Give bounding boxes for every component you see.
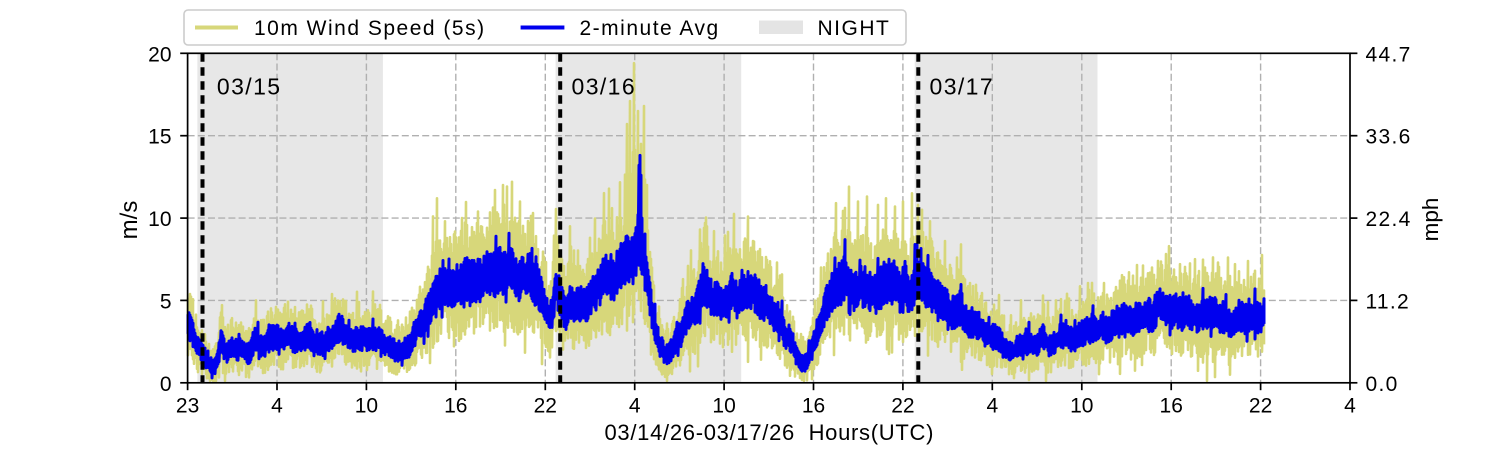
svg-text:22: 22 bbox=[534, 395, 557, 418]
svg-text:03/15: 03/15 bbox=[217, 74, 282, 100]
svg-text:03/16: 03/16 bbox=[572, 74, 637, 100]
svg-text:16: 16 bbox=[802, 395, 825, 418]
svg-text:22.4: 22.4 bbox=[1366, 208, 1412, 231]
svg-text:0.0: 0.0 bbox=[1366, 373, 1399, 396]
svg-text:4: 4 bbox=[986, 395, 998, 418]
svg-text:20: 20 bbox=[148, 43, 171, 66]
svg-text:11.2: 11.2 bbox=[1366, 290, 1411, 313]
svg-text:10: 10 bbox=[148, 208, 171, 231]
svg-text:2-minute Avg: 2-minute Avg bbox=[580, 17, 720, 40]
svg-text:23: 23 bbox=[176, 395, 199, 418]
svg-text:16: 16 bbox=[444, 395, 467, 418]
svg-text:10: 10 bbox=[355, 395, 378, 418]
svg-text:10m Wind Speed (5s): 10m Wind Speed (5s) bbox=[254, 17, 486, 40]
svg-text:16: 16 bbox=[1160, 395, 1183, 418]
svg-text:10: 10 bbox=[712, 395, 735, 418]
svg-text:03/17: 03/17 bbox=[930, 74, 995, 100]
svg-text:4: 4 bbox=[1344, 395, 1356, 418]
svg-text:22: 22 bbox=[1249, 395, 1272, 418]
svg-text:m/s: m/s bbox=[116, 201, 143, 240]
svg-text:4: 4 bbox=[629, 395, 641, 418]
svg-text:22: 22 bbox=[891, 395, 914, 418]
svg-text:4: 4 bbox=[271, 395, 283, 418]
svg-text:5: 5 bbox=[160, 290, 172, 313]
svg-text:44.7: 44.7 bbox=[1366, 43, 1412, 66]
svg-text:0: 0 bbox=[160, 373, 172, 396]
svg-text:NIGHT: NIGHT bbox=[818, 17, 891, 40]
svg-text:33.6: 33.6 bbox=[1366, 126, 1412, 149]
svg-text:mph: mph bbox=[1418, 198, 1443, 242]
svg-text:15: 15 bbox=[148, 126, 171, 149]
svg-text:10: 10 bbox=[1070, 395, 1093, 418]
svg-text:03/14/26-03/17/26 Hours(UTC): 03/14/26-03/17/26 Hours(UTC) bbox=[604, 420, 934, 445]
